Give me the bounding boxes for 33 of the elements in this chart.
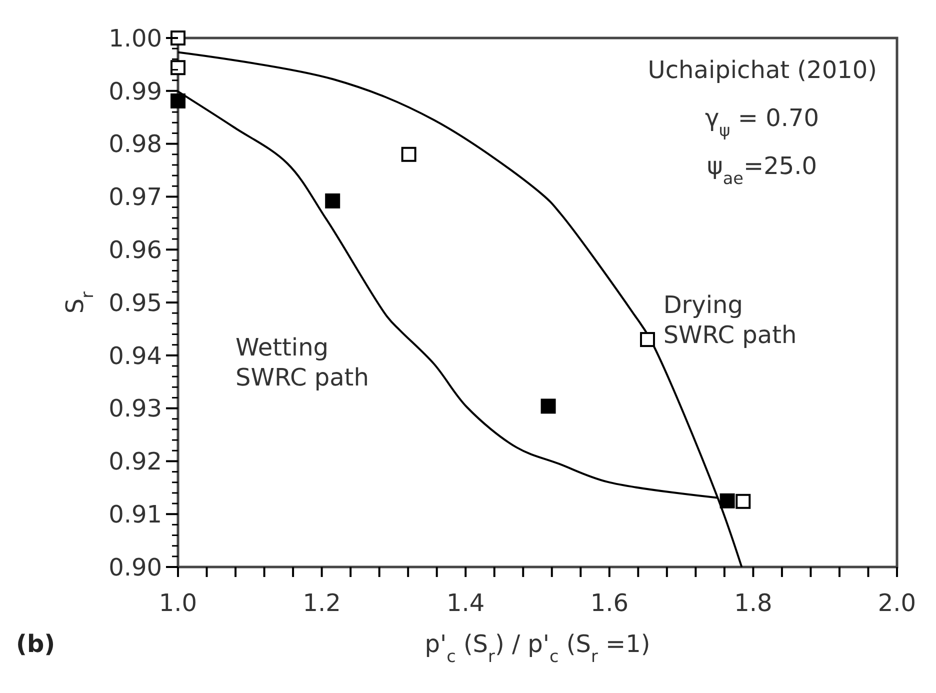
point: [640, 332, 656, 348]
y-tick-label: 0.97: [108, 183, 162, 212]
y-tick-label: 0.98: [108, 130, 162, 158]
x-tick-label: 1.8: [734, 589, 772, 617]
point: [736, 494, 751, 509]
point: [170, 60, 186, 76]
y-tick-label: 0.94: [108, 342, 162, 370]
x-tick-label: 1.6: [590, 589, 628, 617]
text: (b): [16, 630, 56, 658]
y-tick-label: 0.96: [108, 236, 162, 264]
point: [540, 398, 556, 414]
annotation: γ$_{ψ}$ = 0.70: [704, 104, 820, 140]
point: [170, 93, 186, 108]
y-tick-label: 0.99: [108, 77, 162, 106]
annotation: ψ$_{ae}$=25.0: [707, 152, 817, 188]
x-tick-label: 1.0: [158, 589, 198, 617]
annotation: Wetting SWRC path: [236, 333, 369, 392]
y-tick-label: 0.95: [108, 288, 162, 317]
point: [325, 193, 340, 208]
point: [170, 30, 186, 46]
point: [401, 146, 416, 162]
point: [720, 493, 735, 508]
y-tick-label: 0.91: [108, 500, 162, 528]
x-tick-label: 1.4: [446, 589, 485, 617]
x-tick-label: 2.0: [878, 589, 916, 617]
y-tick-label: 0.92: [108, 448, 162, 476]
y-tick-label: 1.00: [108, 24, 162, 52]
text: p'$_{c}$ (S$_{r}$) / p'$_{c}$ (S$_{r}$ =1): [424, 630, 650, 666]
x-tick-label: 1.2: [302, 589, 341, 617]
annotation: Uchaipichat (2010): [648, 56, 877, 84]
annotation: Drying SWRC path: [663, 291, 797, 350]
y-tick-label: 0.93: [108, 394, 162, 423]
y-tick-label: 0.90: [108, 553, 162, 582]
